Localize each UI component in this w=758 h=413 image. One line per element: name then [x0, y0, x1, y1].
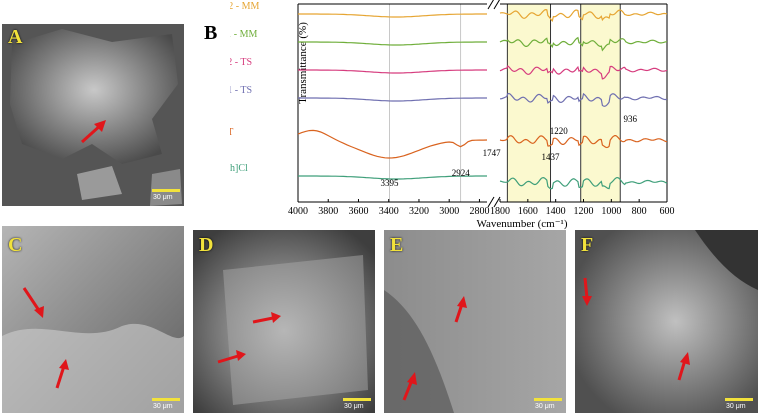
y-axis-label: Transmittance (%) [297, 22, 309, 104]
scale-bar [725, 398, 753, 401]
scale-label: 30 μm [153, 194, 173, 201]
sem-image-d [193, 230, 375, 413]
series-label: Step 2 - TS [230, 57, 252, 68]
sem-image-f [575, 230, 758, 413]
x-tick-label: 3800 [318, 206, 338, 217]
sem-panel-e: E 30 μm [384, 230, 566, 413]
panel-e-label: E [390, 234, 404, 256]
scale-label: 30 μm [535, 403, 555, 410]
sem-panel-c: C 30 μm [2, 226, 184, 413]
panel-b-label: B [204, 22, 218, 44]
scale-bar [152, 189, 180, 192]
series-label: [Ch]Cl [230, 163, 248, 174]
x-tick-label: 600 [660, 206, 675, 217]
peak-annotation: 3395 [380, 178, 399, 188]
x-tick-label: 1600 [518, 206, 538, 217]
panel-d-label: D [199, 234, 214, 256]
axis-break-mark [487, 0, 494, 10]
sem-panel-a: A 30 μm [2, 24, 184, 206]
series-line [297, 129, 668, 159]
scale-bar [152, 398, 180, 401]
scale-label: 30 μm [726, 403, 746, 410]
axis-break-mark [493, 0, 500, 10]
highlight-band-1 [506, 4, 551, 202]
sem-image-c [2, 226, 184, 413]
peak-annotation: 2924 [452, 168, 471, 178]
series-line [298, 175, 668, 190]
x-tick-label: 2800 [469, 206, 489, 217]
x-tick-label: 4000 [288, 206, 308, 217]
sem-image-e [384, 230, 566, 413]
ftir-chart: 4000 3800 3600 3400 3200 3000 2800 1800 1600 1400… [230, 0, 675, 230]
series-line [298, 65, 668, 80]
panel-f-label: F [581, 234, 594, 256]
series-label: Step 1 - MM [230, 29, 258, 40]
x-tick-label: 1000 [601, 206, 621, 217]
panel-c-label: C [8, 234, 23, 256]
x-tick-label: 3000 [439, 206, 459, 217]
series-label: Step 1 - TS [230, 85, 252, 96]
x-axis-label: Wavenumber (cm⁻¹) [477, 218, 568, 230]
peak-annotation: 936 [623, 114, 637, 124]
x-tick-label: 800 [632, 206, 647, 217]
x-tick-label: 1400 [546, 206, 566, 217]
sem-image-a [2, 24, 184, 206]
axis-break-mark [487, 196, 495, 208]
peak-annotation: 1220 [550, 126, 569, 136]
series-line [298, 36, 668, 52]
scale-label: 30 μm [153, 403, 173, 410]
series-line [298, 8, 668, 22]
x-tick-label: 3200 [409, 206, 429, 217]
x-tick-label: 1200 [574, 206, 594, 217]
x-tick-label: 3400 [379, 206, 399, 217]
scale-bar [534, 398, 562, 401]
sem-panel-f: F 30 μm [575, 230, 758, 413]
sem-panel-d: D 30 μm [193, 230, 375, 413]
series-label: HT [230, 127, 233, 138]
axis-break-mark [493, 196, 501, 208]
peak-annotation: 1437 [542, 152, 561, 162]
x-tick-label: 3600 [348, 206, 368, 217]
peak-annotation: 1747 [483, 148, 502, 158]
scale-bar [343, 398, 371, 401]
highlight-band-2 [580, 4, 621, 202]
series-line [298, 92, 668, 107]
scale-label: 30 μm [344, 403, 364, 410]
series-label: Step 2 - MM [230, 1, 260, 12]
x-tick-label: 1800 [490, 206, 510, 217]
panel-a-label: A [8, 26, 23, 48]
